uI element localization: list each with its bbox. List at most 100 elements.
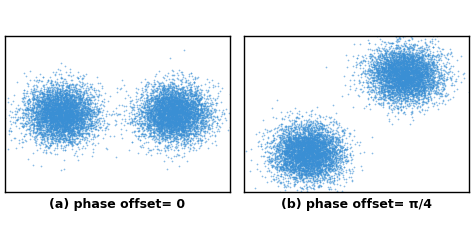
Point	[299, 142, 307, 146]
Point	[59, 105, 67, 108]
Point	[28, 97, 36, 101]
Point	[59, 121, 67, 125]
Point	[436, 94, 444, 98]
Point	[68, 122, 75, 125]
Point	[310, 129, 318, 133]
Point	[337, 139, 344, 143]
Point	[54, 116, 62, 119]
Point	[386, 52, 393, 56]
Point	[66, 133, 73, 137]
Point	[290, 135, 297, 139]
Point	[152, 119, 159, 123]
Point	[55, 134, 63, 137]
Point	[74, 113, 82, 117]
Point	[136, 104, 144, 107]
Point	[306, 159, 314, 162]
Point	[57, 107, 64, 111]
Point	[295, 169, 302, 172]
Point	[55, 106, 63, 109]
Point	[164, 93, 172, 97]
Point	[39, 84, 47, 87]
Point	[411, 92, 419, 95]
Point	[49, 121, 57, 125]
Point	[170, 95, 177, 99]
Point	[305, 138, 312, 142]
Point	[43, 92, 50, 95]
Point	[178, 116, 186, 120]
Point	[355, 54, 362, 57]
Point	[438, 54, 445, 58]
Point	[389, 46, 397, 50]
Point	[166, 99, 173, 102]
Point	[376, 53, 383, 56]
Point	[280, 139, 288, 143]
Point	[181, 100, 188, 104]
Point	[194, 107, 201, 111]
Point	[161, 117, 168, 121]
Point	[320, 164, 328, 168]
Point	[268, 147, 275, 150]
Point	[69, 121, 77, 125]
Point	[285, 153, 293, 156]
Point	[403, 86, 410, 89]
Point	[88, 93, 96, 97]
Point	[136, 122, 143, 125]
Point	[70, 126, 78, 129]
Point	[210, 110, 217, 113]
Point	[415, 67, 423, 70]
Point	[387, 52, 395, 56]
Point	[309, 174, 316, 178]
Point	[377, 90, 384, 94]
Point	[167, 110, 175, 113]
Point	[168, 94, 176, 98]
Point	[50, 106, 58, 110]
Point	[398, 72, 406, 76]
Point	[379, 78, 386, 82]
Point	[53, 124, 60, 128]
Point	[191, 127, 198, 130]
Point	[44, 106, 52, 110]
Point	[66, 112, 74, 115]
Point	[178, 125, 185, 128]
Point	[299, 136, 306, 140]
Point	[153, 119, 160, 123]
Point	[180, 111, 188, 115]
Point	[51, 73, 59, 77]
Point	[423, 83, 430, 87]
Point	[381, 71, 389, 74]
Point	[202, 111, 210, 115]
Point	[38, 107, 46, 110]
Point	[150, 94, 158, 98]
Point	[199, 95, 206, 99]
Point	[55, 121, 63, 125]
Point	[289, 176, 297, 179]
Point	[174, 108, 182, 111]
Point	[308, 143, 316, 147]
Point	[409, 55, 416, 59]
Point	[187, 111, 195, 114]
Point	[152, 117, 159, 121]
Point	[55, 91, 63, 94]
Point	[312, 132, 320, 136]
Point	[416, 72, 424, 76]
Point	[320, 146, 328, 149]
Point	[66, 97, 73, 101]
Point	[291, 164, 298, 168]
Point	[85, 109, 92, 113]
Point	[125, 148, 133, 152]
Point	[160, 97, 167, 101]
Point	[14, 103, 22, 107]
Point	[317, 184, 324, 188]
Point	[411, 64, 419, 68]
Point	[9, 115, 17, 119]
Point	[181, 125, 188, 128]
Point	[197, 108, 204, 111]
Point	[64, 113, 72, 117]
Point	[144, 146, 152, 150]
Point	[63, 127, 70, 131]
Point	[302, 148, 310, 152]
Point	[72, 122, 79, 125]
Point	[167, 124, 175, 128]
Point	[66, 105, 73, 108]
Point	[190, 113, 197, 117]
